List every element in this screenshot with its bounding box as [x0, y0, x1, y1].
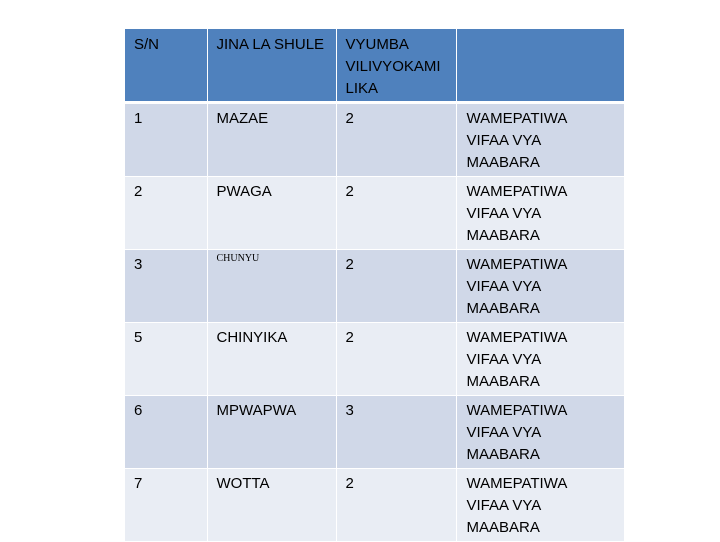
cell-school-name: MAZAE [207, 102, 337, 177]
table-header-row: S/N JINA LA SHULE VYUMBA VILIVYOKAMI LIK… [125, 29, 624, 104]
schools-table-container: S/N JINA LA SHULE VYUMBA VILIVYOKAMI LIK… [125, 29, 624, 542]
cell-completed-rooms: 2 [336, 322, 457, 396]
cell-status: WAMEPATIWA VIFAA VYA MAABARA [456, 249, 624, 323]
cell-school-name: CHINYIKA [207, 322, 337, 396]
cell-status: WAMEPATIWA VIFAA VYA MAABARA [456, 468, 624, 542]
header-serial-number: S/N [125, 29, 208, 104]
cell-school-name: CHUNYU [207, 249, 337, 323]
cell-school-name: PWAGA [207, 176, 337, 250]
cell-school-name: MPWAPWA [207, 395, 337, 469]
cell-completed-rooms: 2 [336, 249, 457, 323]
cell-school-name: WOTTA [207, 468, 337, 542]
cell-serial-number: 5 [125, 322, 208, 396]
header-status [456, 29, 624, 104]
cell-completed-rooms: 2 [336, 176, 457, 250]
table-row: 6 MPWAPWA 3 WAMEPATIWA VIFAA VYA MAABARA [125, 395, 624, 469]
cell-serial-number: 3 [125, 249, 208, 323]
header-school-name: JINA LA SHULE [207, 29, 337, 104]
cell-status: WAMEPATIWA VIFAA VYA MAABARA [456, 176, 624, 250]
cell-status: WAMEPATIWA VIFAA VYA MAABARA [456, 395, 624, 469]
table-row: 5 CHINYIKA 2 WAMEPATIWA VIFAA VYA MAABAR… [125, 322, 624, 396]
cell-completed-rooms: 2 [336, 102, 457, 177]
table-row: 7 WOTTA 2 WAMEPATIWA VIFAA VYA MAABARA [125, 468, 624, 542]
cell-status: WAMEPATIWA VIFAA VYA MAABARA [456, 102, 624, 177]
schools-table: S/N JINA LA SHULE VYUMBA VILIVYOKAMI LIK… [125, 29, 624, 542]
cell-completed-rooms: 2 [336, 468, 457, 542]
cell-status: WAMEPATIWA VIFAA VYA MAABARA [456, 322, 624, 396]
header-completed-rooms: VYUMBA VILIVYOKAMI LIKA [336, 29, 457, 104]
table-row: 3 CHUNYU 2 WAMEPATIWA VIFAA VYA MAABARA [125, 249, 624, 323]
cell-serial-number: 7 [125, 468, 208, 542]
cell-serial-number: 2 [125, 176, 208, 250]
cell-serial-number: 1 [125, 102, 208, 177]
cell-serial-number: 6 [125, 395, 208, 469]
cell-completed-rooms: 3 [336, 395, 457, 469]
table-row: 2 PWAGA 2 WAMEPATIWA VIFAA VYA MAABARA [125, 176, 624, 250]
table-row: 1 MAZAE 2 WAMEPATIWA VIFAA VYA MAABARA [125, 102, 624, 177]
